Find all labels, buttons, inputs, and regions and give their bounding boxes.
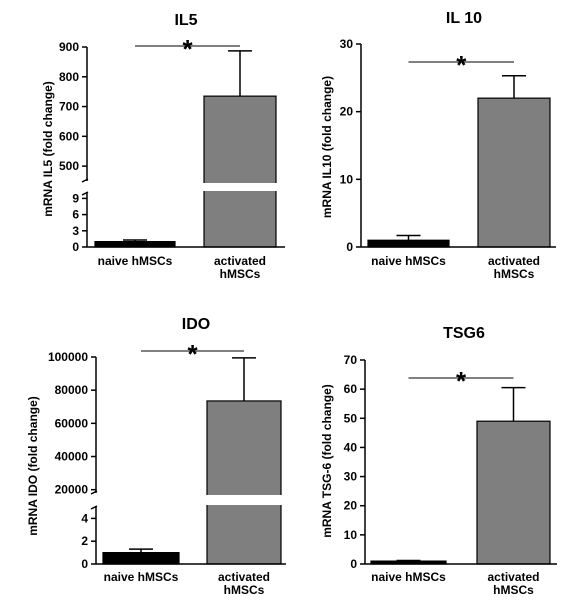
significance-star: *	[456, 50, 467, 80]
x-tick-label: naive hMSCs	[98, 254, 173, 268]
chart-panel-4: TSG6 mRNA TSG-6 (fold change) 0 10 20 30 40 50 6…	[320, 325, 557, 597]
y-tick-label: 0	[350, 557, 357, 571]
y-tick-label: 60	[344, 382, 358, 396]
y-tick-label: 40000	[55, 450, 89, 464]
y-tick-label: 60000	[55, 416, 89, 430]
axis-break-gap	[206, 495, 282, 505]
y-tick-label: 0	[81, 557, 88, 571]
y-tick-label: 20	[340, 105, 354, 119]
chart-panel-3: IDO mRNA IDO (fold change) 20000 40000 60000…	[26, 316, 286, 597]
axis-break-mark	[90, 490, 98, 495]
y-tick-label: 900	[59, 40, 79, 54]
x-tick-label: hMSCs	[493, 583, 534, 597]
axis-break-mark	[81, 178, 89, 183]
x-tick-label: hMSCs	[494, 267, 535, 281]
significance-star: *	[187, 339, 198, 369]
axis-break-mark	[81, 191, 89, 196]
x-tick-label: activated	[218, 570, 270, 584]
y-tick-label: 600	[59, 129, 79, 143]
y-tick-label: 80000	[55, 383, 89, 397]
x-tick-label: naive hMSCs	[104, 570, 179, 584]
y-axis-label: mRNA TSG-6 (fold change)	[320, 384, 334, 538]
y-tick-label: 50	[344, 411, 358, 425]
y-tick-label: 700	[59, 100, 79, 114]
axis-break-mark	[90, 505, 98, 510]
y-tick-label: 500	[59, 159, 79, 173]
y-tick-label: 800	[59, 70, 79, 84]
y-tick-label: 6	[72, 208, 79, 222]
y-tick-label: 10	[340, 172, 354, 186]
y-tick-label: 9	[72, 191, 79, 205]
y-tick-label: 100000	[48, 350, 88, 364]
bar	[477, 97, 551, 248]
bar	[102, 551, 180, 565]
y-tick-label: 4	[81, 511, 88, 525]
x-tick-label: activated	[487, 570, 539, 584]
y-tick-label: 2	[81, 534, 88, 548]
bar	[94, 241, 176, 248]
bar	[206, 400, 282, 565]
chart-title: IL5	[174, 12, 197, 29]
y-tick-label: 20	[344, 499, 358, 513]
y-tick-label: 70	[344, 353, 358, 367]
significance-star: *	[456, 366, 467, 396]
y-axis-label: mRNA IL10 (fold change)	[320, 76, 334, 218]
y-tick-label: 10	[344, 528, 358, 542]
y-tick-label: 0	[72, 240, 79, 254]
y-tick-label: 30	[340, 37, 354, 51]
chart-title: TSG6	[443, 325, 485, 342]
bar	[203, 95, 277, 248]
x-tick-label: activated	[488, 254, 540, 268]
chart-title: IL 10	[446, 10, 482, 27]
x-tick-label: hMSCs	[220, 267, 261, 281]
y-tick-label: 0	[346, 240, 353, 254]
y-tick-label: 3	[72, 224, 79, 238]
y-tick-label: 30	[344, 470, 358, 484]
chart-title: IDO	[182, 316, 210, 333]
significance-star: *	[182, 34, 193, 64]
x-tick-label: hMSCs	[224, 583, 265, 597]
bar	[367, 239, 450, 248]
x-tick-label: activated	[214, 254, 266, 268]
y-axis-label: mRNA IL5 (fold change)	[41, 81, 55, 217]
chart-panel-2: IL 10 mRNA IL10 (fold change) 0 10 20 30 naive…	[320, 10, 556, 281]
bar	[476, 420, 551, 565]
chart-panel-1: IL5 mRNA IL5 (fold change) 500 600 700 800 900…	[41, 12, 285, 281]
y-tick-label: 40	[344, 440, 358, 454]
x-tick-label: naive hMSCs	[371, 570, 446, 584]
axis-break-gap	[203, 183, 277, 191]
y-axis-label: mRNA IDO (fold change)	[26, 396, 40, 536]
y-tick-label: 20000	[55, 483, 89, 497]
x-tick-label: naive hMSCs	[371, 254, 446, 268]
